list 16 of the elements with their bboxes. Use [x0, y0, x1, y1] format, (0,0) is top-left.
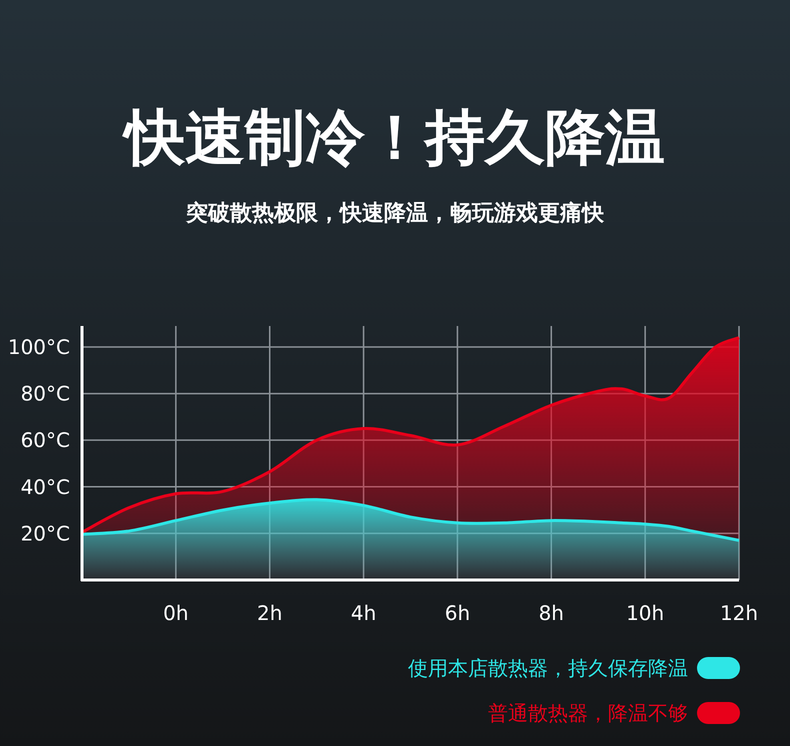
y-tick-label: 100°C [8, 334, 70, 359]
chart-title: 快速制冷！持久降温 [122, 103, 665, 173]
y-tick-label: 60°C [20, 428, 70, 452]
y-tick-label: 80°C [20, 382, 70, 406]
legend-label: 使用本店散热器，持久保存降温 [408, 656, 688, 680]
x-tick-label: 0h [163, 601, 189, 625]
x-tick-label: 8h [538, 601, 564, 625]
y-tick-label: 20°C [20, 521, 70, 546]
x-tick-label: 12h [720, 601, 758, 625]
legend-label: 普通散热器，降温不够 [488, 701, 688, 725]
chart-subtitle: 突破散热极限，快速降温，畅玩游戏更痛快 [185, 200, 605, 226]
x-tick-label: 10h [626, 601, 664, 625]
y-tick-label: 40°C [20, 474, 70, 499]
x-tick-label: 4h [350, 601, 376, 625]
x-tick-label: 6h [444, 601, 470, 625]
x-tick-label: 2h [257, 601, 282, 625]
